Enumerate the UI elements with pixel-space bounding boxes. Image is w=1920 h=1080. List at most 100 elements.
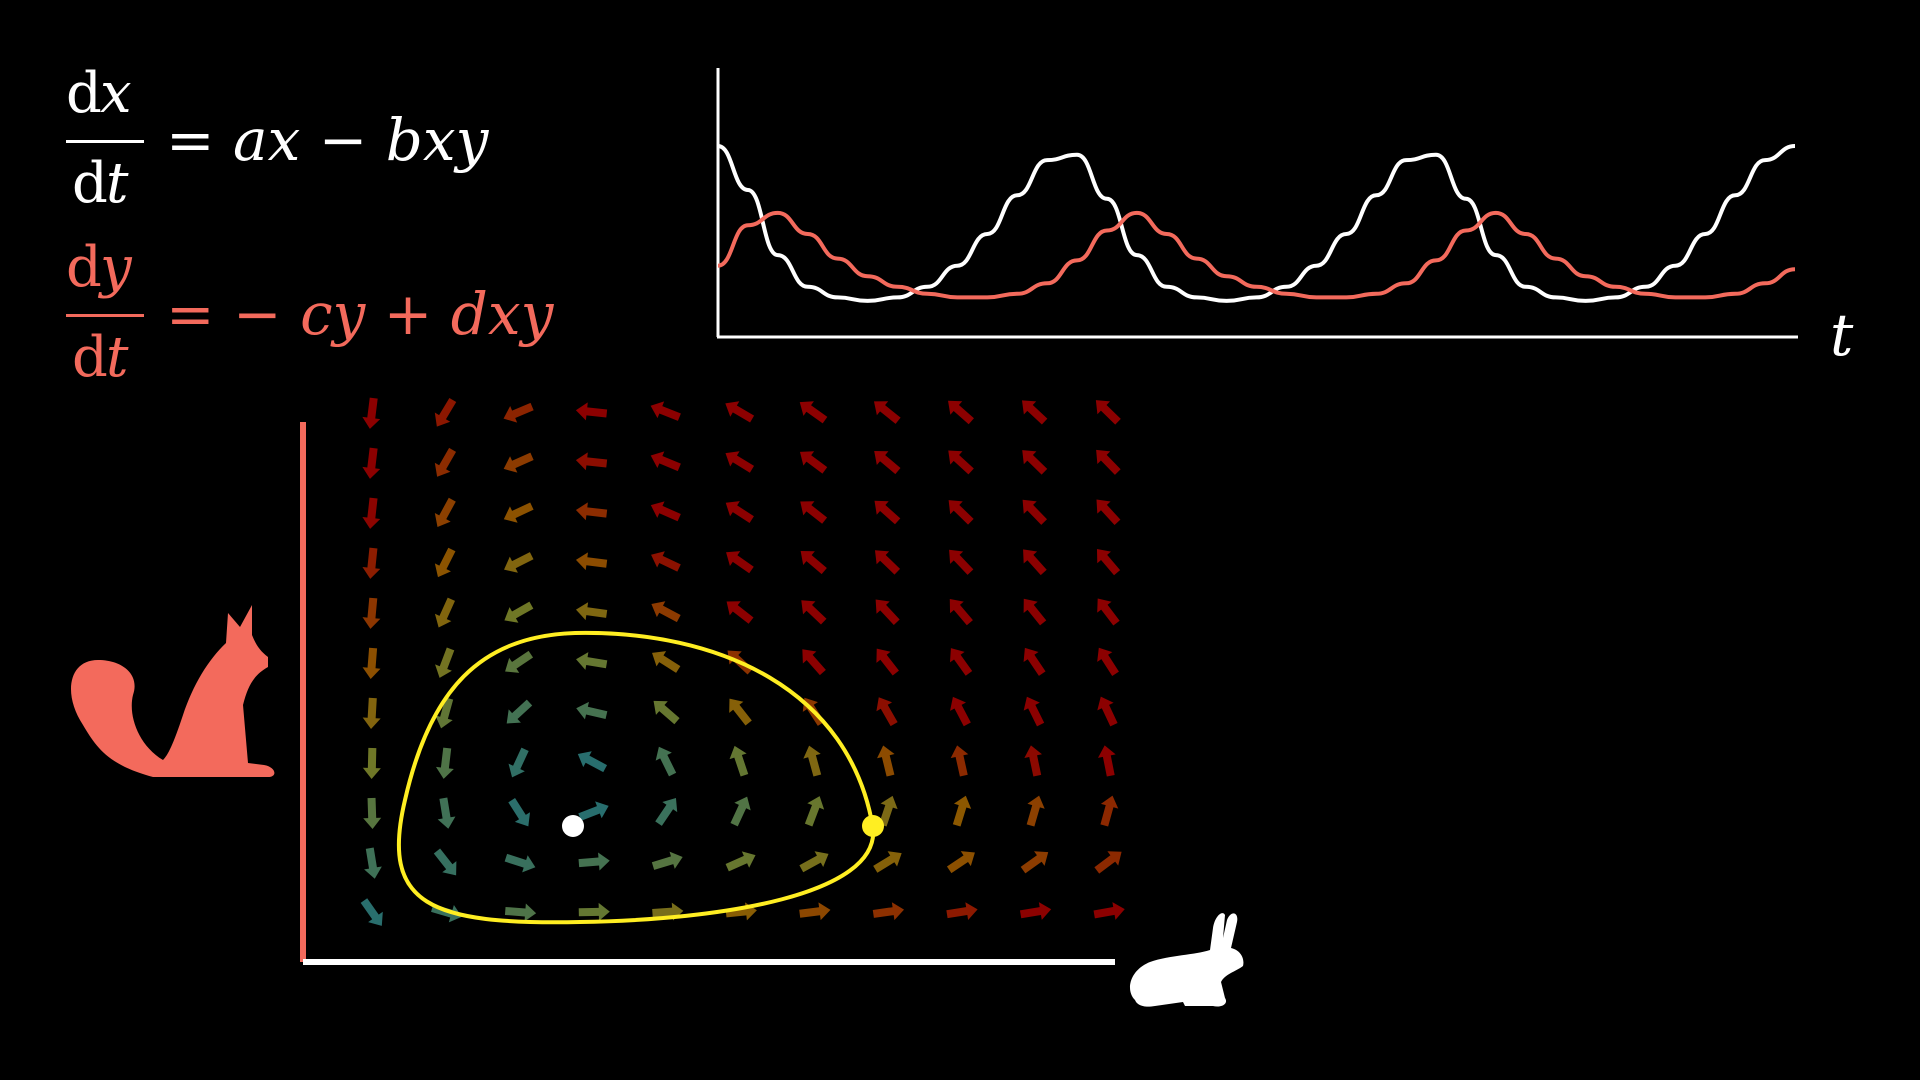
vector-arrow [362,647,381,679]
vector-arrow [650,501,681,522]
vector-arrow [875,599,900,625]
vector-arrow [503,402,534,423]
vector-arrow [576,652,608,670]
vector-arrow [952,795,972,827]
equilibrium-point [562,815,584,837]
vector-arrow [877,745,895,777]
prey-population-line [717,144,1796,303]
vector-arrow [362,597,381,629]
vector-arrow [874,451,901,475]
vector-arrow [800,550,827,575]
vector-arrow [804,796,825,827]
vector-arrow [362,697,381,729]
vector-arrow [362,447,381,479]
vector-arrow [874,500,901,525]
vector-arrow [799,401,828,424]
vector-arrow [726,551,754,574]
vector-arrow [873,401,901,424]
vector-arrow [575,402,608,421]
phase-plot [300,397,1125,965]
vector-arrow [508,798,531,827]
vector-arrow [949,549,974,575]
vector-arrow [1093,902,1125,920]
vector-arrow [505,650,534,673]
vector-arrow [873,851,902,873]
prey-equation: d x d t = ax − bxy [66,61,490,216]
vector-arrow [874,550,901,575]
vector-arrow [433,848,457,876]
vector-arrow [1097,598,1120,626]
vector-arrow [578,852,610,871]
eq1-fraction-bar [66,140,144,143]
vector-arrow [799,851,829,873]
vector-arrow [362,547,381,579]
predator-population-line [717,210,1796,300]
vector-arrow [434,497,456,527]
vector-arrow [725,401,755,423]
vector-arrow [651,601,681,623]
vector-arrow [872,902,905,921]
vector-arrow [575,552,608,571]
vector-arrow [946,902,978,920]
vector-arrow [503,502,534,523]
vector-arrow [578,801,609,821]
vector-arrow [729,698,752,726]
eq2-num-d: d [66,235,102,300]
eq2-den-var: t [106,325,129,390]
vector-arrow [725,501,754,523]
vector-arrow [949,648,973,676]
eq2-rhs: = − cy + dxy [166,280,555,348]
vector-arrow [1094,851,1122,874]
vector-arrow [876,648,899,676]
eq1-den-var: t [106,151,129,216]
vector-arrow [946,851,975,874]
vector-arrow [730,796,751,827]
vector-arrow [575,602,608,621]
fox-icon [71,605,275,777]
vector-arrow [876,697,898,727]
vector-arrow [653,700,680,725]
vector-arrow [1023,647,1046,676]
time-series-plot: t [716,68,1854,369]
vector-arrow [434,397,457,427]
vector-arrow [651,551,681,572]
vector-arrow [1020,851,1049,874]
orbit-state-marker [862,815,884,837]
vector-arrow [508,747,529,778]
vector-arrow [950,745,969,777]
vector-arrow [504,853,536,873]
eq1-den-d: d [72,151,108,216]
vector-arrow [1024,745,1042,777]
vector-arrow [725,851,756,872]
vector-arrow [948,400,974,425]
vector-arrow [1096,499,1121,526]
orbit-trajectory [396,630,876,925]
vector-arrow [576,701,608,720]
eq2-num-var: y [97,235,133,300]
vector-arrow [506,699,533,724]
vector-arrow [575,452,608,471]
vector-arrow [362,497,381,529]
vector-arrow [434,447,457,477]
vector-arrow [655,746,677,777]
vector-arrow [362,747,381,779]
vector-arrow [435,647,455,678]
eq1-rhs: = ax − bxy [166,106,490,174]
vector-arrow [578,902,610,921]
vector-arrow [504,601,534,623]
vector-arrow [948,500,974,525]
vector-arrow [803,745,822,777]
eq1-num-var: x [100,61,132,126]
vector-arrow [1026,795,1045,827]
vector-arrow [1023,549,1047,576]
vector-arrow [725,451,755,473]
vector-arrow [650,451,681,472]
eq1-num-d: d [66,61,102,126]
vector-arrow [1023,598,1047,626]
vector-arrow [948,450,974,475]
vector-arrow [800,501,828,524]
vector-field [360,397,1125,926]
vector-arrow [949,599,973,626]
vector-arrow [435,747,454,779]
